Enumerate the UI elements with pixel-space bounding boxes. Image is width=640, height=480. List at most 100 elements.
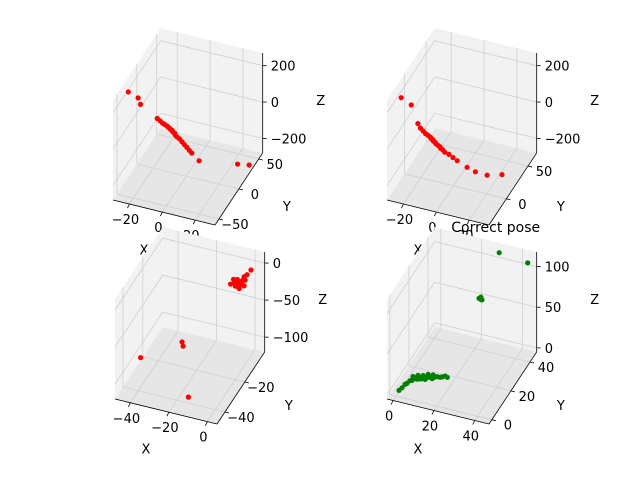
z-axis-label: Z	[318, 293, 327, 308]
x-axis-line	[112, 199, 216, 226]
y-tick-label: −20	[247, 381, 274, 396]
subplot-title: Correct pose	[451, 220, 540, 236]
gridline-z	[112, 76, 263, 150]
scatter-point	[399, 385, 405, 391]
scatter-point	[230, 276, 237, 282]
y-axis-label: Y	[282, 200, 291, 215]
x-axis-label: X	[414, 244, 423, 259]
floor-pane	[387, 326, 537, 424]
scatter-point	[415, 372, 421, 378]
x-tick	[159, 211, 163, 217]
scatter-point	[478, 294, 484, 300]
y-tick	[244, 381, 249, 384]
x-tick-label: 0	[428, 221, 436, 236]
z-tick-label: −100	[273, 331, 309, 346]
y-tick-label: 0	[504, 419, 512, 434]
scatter-point	[430, 372, 436, 378]
gridline-y	[425, 41, 529, 167]
gridline-y	[156, 33, 259, 160]
y-tick	[238, 188, 243, 191]
scatter-point	[398, 95, 404, 101]
scatter-point	[425, 371, 431, 377]
gridline-z	[112, 40, 263, 113]
x-tick	[472, 420, 476, 425]
scatter-point	[185, 394, 191, 400]
scatter-point	[125, 89, 131, 95]
scatter-point	[180, 343, 186, 349]
subplot-3: −40 −20 0 X −40 −20 Y −100 −50 0 Z	[113, 226, 327, 458]
x-tick	[127, 203, 130, 209]
gridline-z	[112, 112, 263, 186]
scatter-point	[241, 283, 247, 289]
y-axis-label: Y	[556, 200, 565, 215]
x-axis-line	[114, 398, 218, 425]
z-tick-label: −200	[545, 132, 581, 147]
y-tick	[529, 361, 535, 364]
x-axis-label: X	[142, 443, 151, 458]
scatter-point	[410, 373, 416, 380]
gridline-y	[122, 286, 226, 413]
y-tick	[218, 218, 224, 221]
side-pane	[387, 226, 435, 399]
gridline-z	[114, 274, 265, 348]
y-tick-label: 50	[266, 158, 283, 173]
y-tick-label: 0	[251, 188, 259, 203]
y-tick-label: 0	[518, 198, 526, 213]
gridline-x	[474, 248, 523, 421]
scatter-point	[137, 101, 144, 107]
x-tick-label: 40	[462, 430, 479, 445]
scatter-point	[464, 164, 470, 170]
y-axis-line	[488, 152, 538, 226]
scatter-point	[499, 172, 505, 178]
x-tick	[433, 211, 437, 217]
floor-pane	[115, 326, 265, 424]
gridline-y	[116, 93, 220, 220]
gridline-z	[386, 281, 537, 355]
back-pane	[434, 226, 537, 352]
z-axis-label: Z	[590, 293, 599, 308]
scatter-point	[248, 267, 254, 273]
scatter-point	[484, 172, 490, 178]
scatter-point	[196, 158, 202, 164]
gridline-x	[130, 230, 179, 403]
gridline-x	[207, 249, 256, 422]
gridline-x	[129, 31, 178, 205]
side-pane	[115, 226, 163, 399]
gridline-x	[468, 48, 518, 221]
y-tick	[527, 165, 533, 168]
z-tick-label: 100	[545, 261, 570, 276]
scatter-point	[228, 281, 234, 287]
y-tick-label: 40	[538, 361, 555, 376]
scatter-point	[446, 151, 452, 157]
z-tick-label: −50	[273, 294, 300, 309]
scatter-point	[442, 149, 448, 155]
x-tick-label: −20	[112, 213, 139, 228]
y-tick	[510, 390, 516, 393]
z-tick-label: 0	[271, 96, 279, 111]
gridline-x	[433, 238, 483, 411]
gridline-z	[386, 112, 537, 186]
gridline-z	[114, 311, 265, 385]
x-tick	[390, 400, 394, 405]
z-axis-label: Z	[590, 94, 599, 109]
x-axis-line	[386, 199, 490, 226]
scatter-point	[235, 161, 241, 167]
scatter-point	[235, 281, 241, 287]
z-tick-label: 50	[545, 301, 562, 316]
y-tick-label: 20	[519, 390, 536, 405]
x-axis-line	[386, 398, 490, 425]
z-axis-label: Z	[316, 94, 325, 109]
x-tick-label: 0	[154, 221, 162, 236]
y-tick-label: 50	[536, 165, 553, 180]
x-tick-label: −40	[113, 412, 140, 427]
scatter-point	[189, 150, 195, 156]
y-tick	[258, 158, 263, 161]
scatter-point	[496, 250, 502, 256]
gridline-x	[403, 31, 452, 205]
x-tick-label: 0	[385, 410, 393, 425]
x-tick	[128, 402, 131, 407]
z-tick-label: 0	[273, 257, 281, 272]
